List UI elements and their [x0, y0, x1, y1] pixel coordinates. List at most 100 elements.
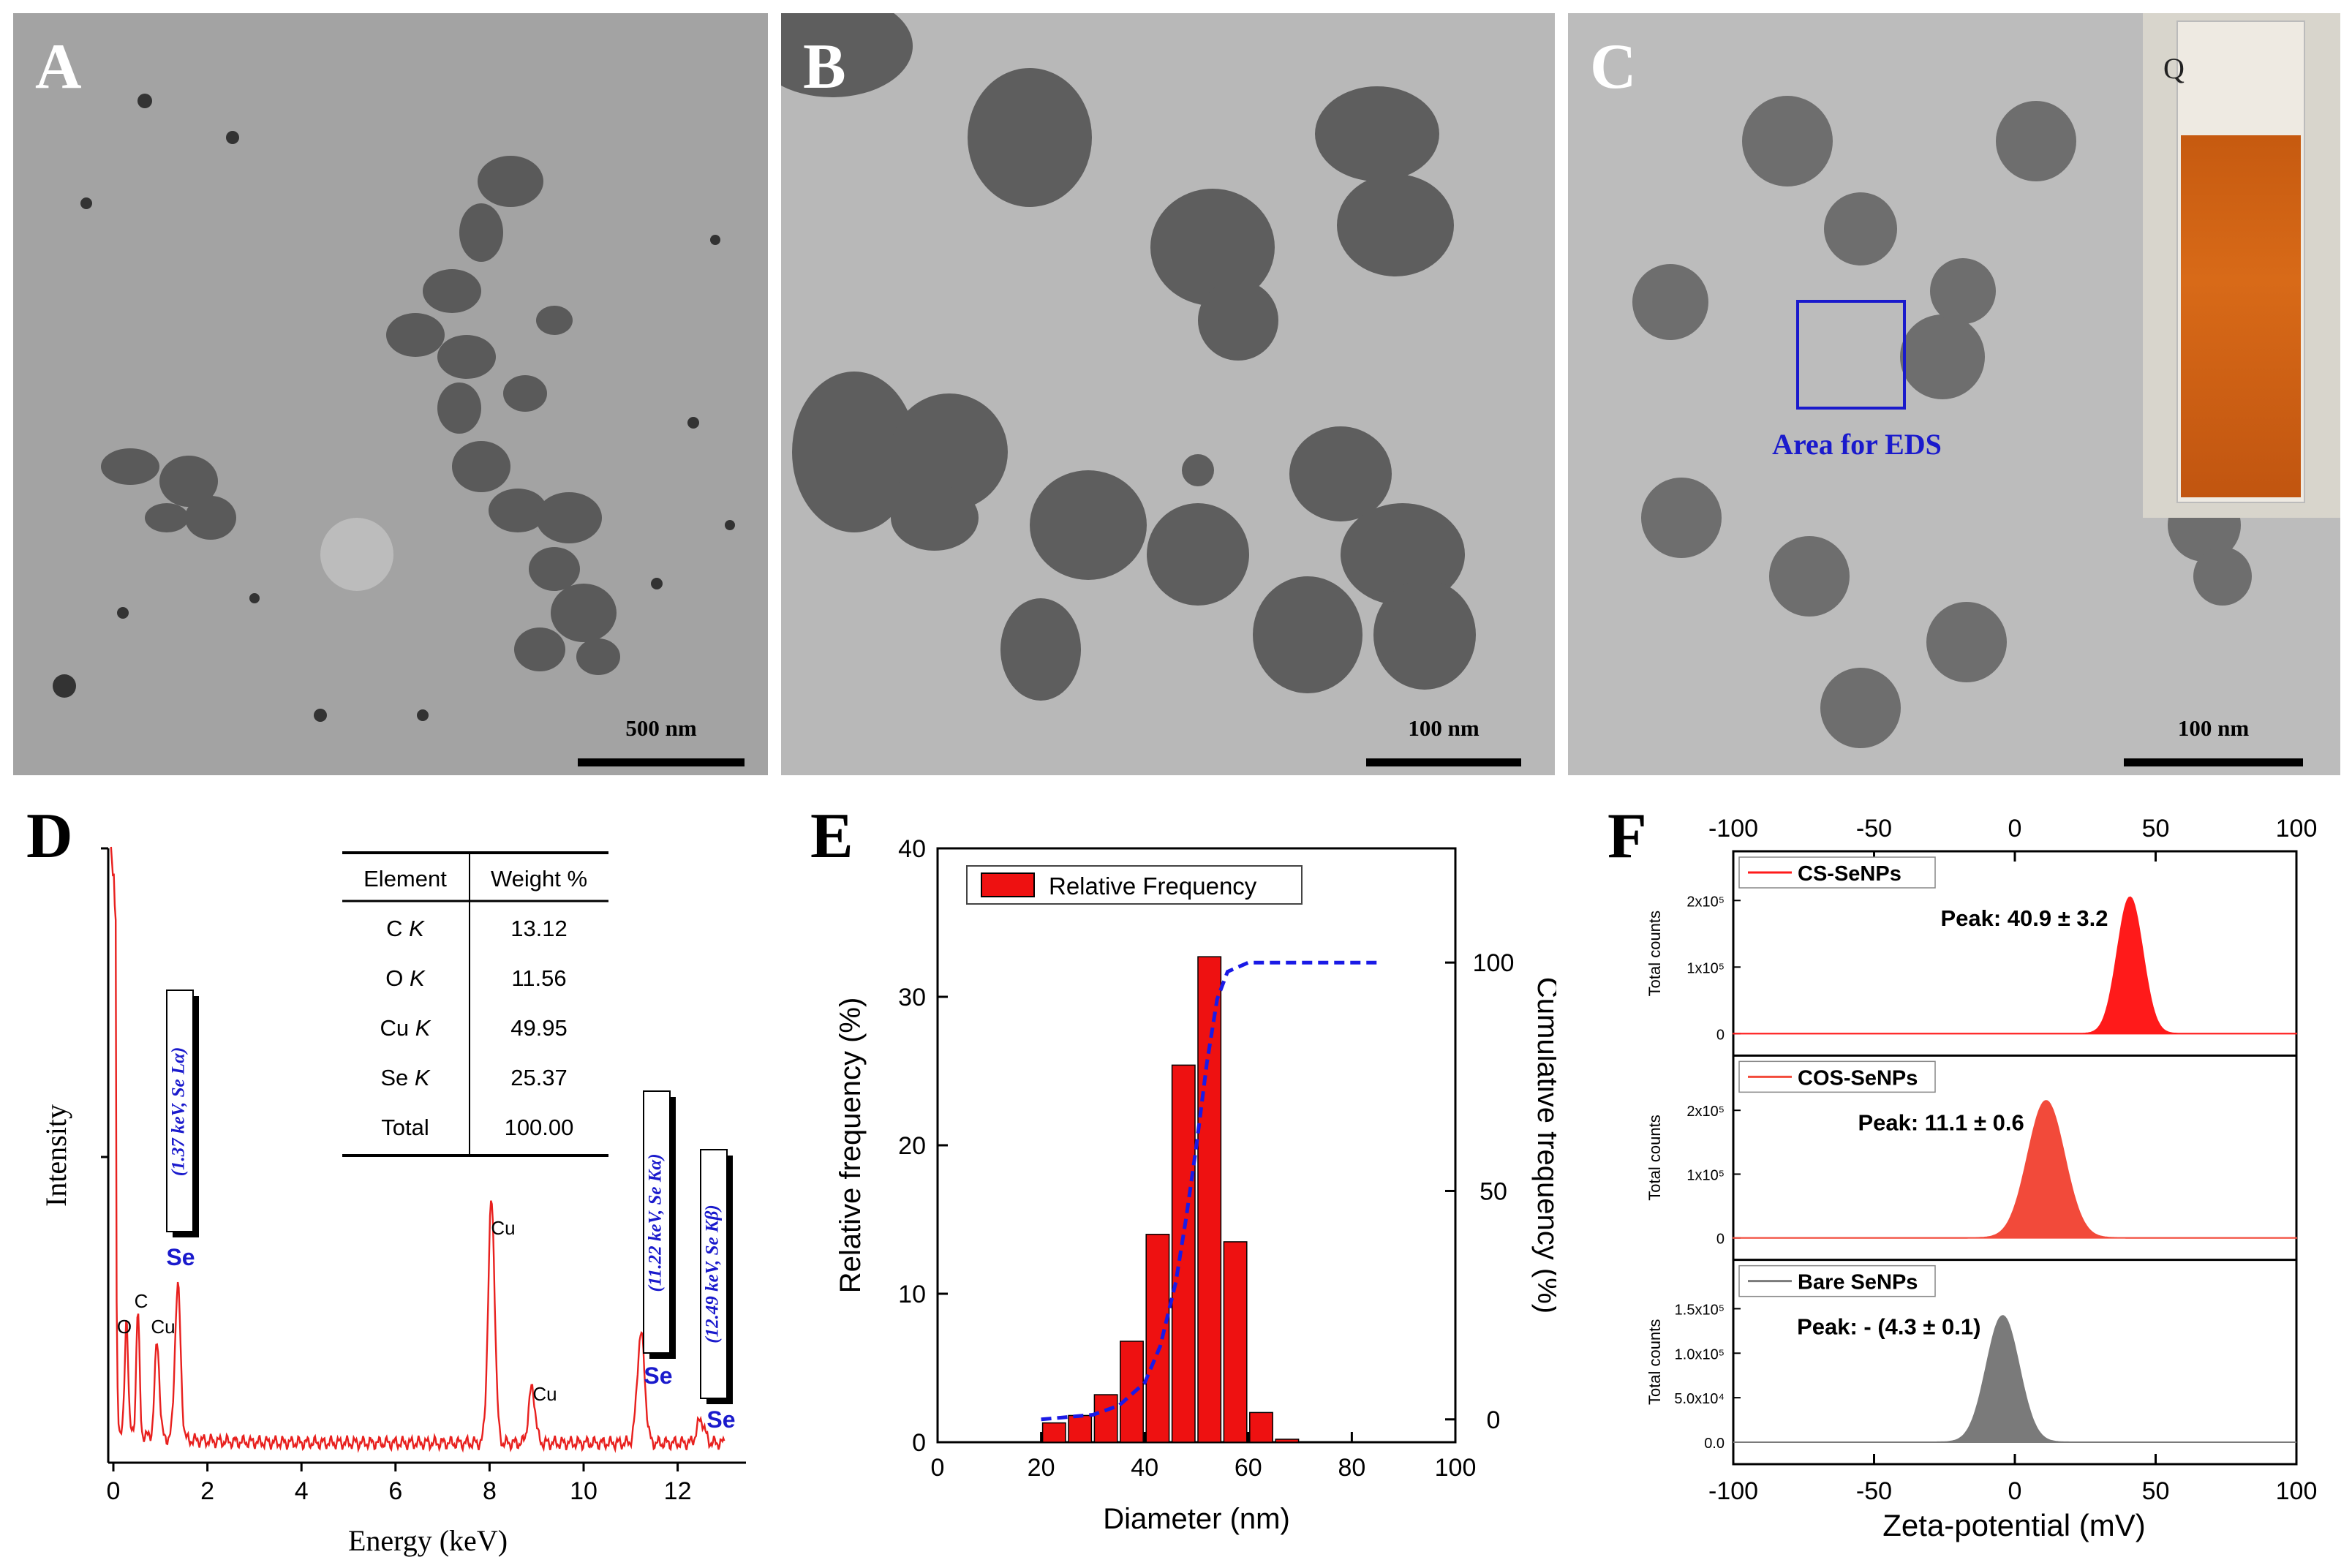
tem-image-c: [1632, 96, 2270, 748]
peak-label-cu: Cu: [151, 1316, 175, 1338]
y-tick-label: 0: [1716, 1232, 1725, 1248]
cuvette: [2176, 20, 2305, 503]
x-tick-label: 0: [2008, 1477, 2022, 1505]
histogram-bar: [1223, 1241, 1248, 1443]
svg-text:Se K: Se K: [380, 1065, 431, 1090]
peak-label-o: O: [117, 1316, 132, 1338]
x-tick-label: -100: [1708, 1477, 1758, 1505]
y-tick-label: 2x10⁵: [1686, 894, 1725, 910]
svg-text:Total: Total: [381, 1115, 429, 1140]
panel-d: D 0 2 4 6 8 10 12 Intensity Energy (keV) O C C…: [0, 790, 768, 1568]
y-axis-label: Total counts: [1646, 1319, 1664, 1405]
axis-ticks: 0 20 40 60 80 100 0 10 20 30 40 0 50 100: [898, 835, 1514, 1482]
table-row: Se K 25.37: [380, 1065, 567, 1090]
y-tick-label: 40: [898, 835, 926, 863]
scale-bar-line: [578, 758, 745, 766]
x-tick-label: -50: [1856, 1477, 1892, 1505]
peak-label-c: C: [135, 1290, 148, 1312]
eds-y-axis-label: Intensity: [39, 1104, 72, 1207]
element-shell: K: [415, 1065, 431, 1090]
callout-text: (11.22 keV, Se Kα): [646, 1153, 666, 1292]
panel-label-b: B: [803, 31, 846, 102]
small-particles: [53, 94, 735, 722]
composition-table: Element Weight % C K 13.12 O K 11.56 Cu …: [342, 851, 608, 1157]
legend-label: CS-SeNPs: [1798, 862, 1901, 886]
x-tick-label: 80: [1338, 1454, 1365, 1482]
eds-axes: [101, 847, 746, 1464]
x-tick-label: 6: [388, 1477, 402, 1505]
panel-a: A 500 nm: [13, 13, 768, 775]
scale-bar-text: 100 nm: [2177, 715, 2250, 741]
histogram-bar: [1275, 1439, 1300, 1443]
element-weight: 25.37: [510, 1065, 568, 1090]
eds-peak-labels: O C Cu Se Cu Cu Se Se: [117, 1217, 736, 1433]
x-tick-top-label: 100: [2276, 815, 2318, 843]
x-tick-top-label: -100: [1708, 815, 1758, 843]
histogram-bar: [1093, 1394, 1118, 1443]
y-tick-label: 1x10⁵: [1686, 1167, 1725, 1183]
peak-annotation: Peak: 11.1 ± 0.6: [1858, 1109, 2024, 1135]
scale-bar-text: 500 nm: [625, 715, 697, 741]
y-tick-label: 5.0x10⁴: [1674, 1391, 1725, 1407]
scale-bar-text: 100 nm: [1408, 715, 1480, 741]
table-row: C K 13.12: [386, 916, 568, 941]
histogram-bar: [1145, 1234, 1170, 1443]
peak-annotation: Peak: 40.9 ± 3.2: [1940, 905, 2108, 931]
x-tick-label: 0: [931, 1454, 945, 1482]
panel-c: Area for EDS Q C 100 nm: [1568, 13, 2340, 775]
x-tick-label: 0: [107, 1477, 121, 1505]
nanoparticles: [1632, 96, 2270, 748]
element-name: O: [385, 965, 403, 991]
eds-x-axis-label: Energy (keV): [348, 1524, 508, 1557]
cumulative-curve: [1041, 960, 1378, 1422]
element-name: C: [386, 916, 402, 941]
cuvette-inset: Q: [2143, 13, 2340, 518]
eds-area-box: [1796, 300, 1906, 410]
y-tick-label: 10: [898, 1281, 926, 1308]
inset-label: Q: [2163, 52, 2185, 85]
y-tick-right-label: 50: [1480, 1177, 1507, 1205]
x-tick-label: 100: [2276, 1477, 2318, 1505]
table-row: O K 11.56: [385, 965, 566, 991]
zeta-potential-chart: -100 -100 -50 -50 0 0 50 50 100 100 0 1x10⁵ 2x10⁵ To…: [1646, 815, 2318, 1542]
peak-annotation: Peak: - (4.3 ± 0.1): [1797, 1314, 1980, 1340]
tem-image-b: [781, 13, 1476, 701]
x-tick-label: 4: [295, 1477, 309, 1505]
nanoparticles: [781, 13, 1476, 701]
element-name: Cu: [380, 1015, 410, 1041]
eds-area-label: Area for EDS: [1772, 428, 1942, 461]
panel-label-c: C: [1590, 31, 1637, 102]
x-tick-label: 100: [1435, 1454, 1477, 1482]
x-tick-top-label: -50: [1856, 815, 1892, 843]
y-tick-right-label: 100: [1473, 949, 1515, 977]
panel-f: F -100 -100 -50 -50 0 0 50 50 100 100 0 1x10⁵ 2x10⁵…: [1568, 790, 2352, 1568]
element-weight: 49.95: [510, 1015, 568, 1041]
panel-label-a: A: [35, 31, 82, 102]
histogram-bar: [1120, 1341, 1144, 1443]
x-tick-label: 60: [1235, 1454, 1262, 1482]
x-tick-top-label: 0: [2008, 815, 2022, 843]
peak-label-se-la: Se: [166, 1244, 195, 1270]
histogram-bar: [1197, 956, 1222, 1443]
panel-label-d: D: [26, 801, 73, 872]
peak-label-cu-ka: Cu: [491, 1217, 515, 1239]
x-tick-label: 2: [200, 1477, 214, 1505]
element-shell: K: [409, 916, 425, 941]
x-tick-label: 50: [2142, 1477, 2170, 1505]
legend: Relative Frequency: [966, 865, 1303, 905]
table-header-element: Element: [363, 866, 447, 892]
x-tick-label: 10: [570, 1477, 598, 1505]
cuvette-liquid: [2181, 135, 2301, 497]
element-shell: K: [415, 1015, 431, 1041]
histogram-bars: [1041, 956, 1300, 1443]
panel-e: E 0 20 40 60 80 100 0 10 20 30 40 0 50 100 Relative f…: [781, 790, 1556, 1568]
element-name: Se: [380, 1065, 408, 1090]
element-shell: K: [410, 965, 426, 991]
peak-label-cu-kb: Cu: [532, 1383, 557, 1405]
y-tick-label: 30: [898, 984, 926, 1011]
x-tick-label: 20: [1028, 1454, 1055, 1482]
scale-bar-c: 100 nm: [2124, 715, 2303, 766]
size-distribution-chart: 0 20 40 60 80 100 0 10 20 30 40 0 50 100 Relative fre…: [834, 835, 1556, 1535]
callout-se-ka: (11.22 keV, Se Kα): [643, 1090, 676, 1359]
y-axis-right-label: Cumulative frequency (%): [1531, 977, 1556, 1313]
